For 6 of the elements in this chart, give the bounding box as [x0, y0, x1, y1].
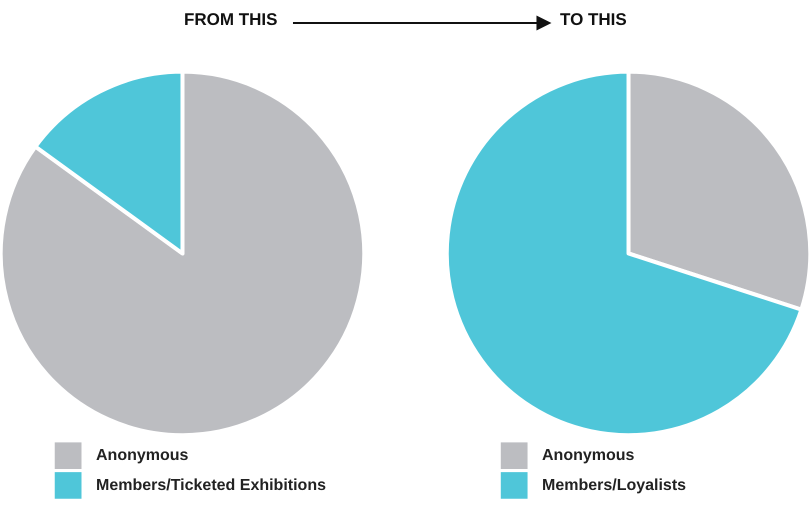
chart-title: FROM THIS	[184, 10, 278, 29]
chart-title: TO THIS	[560, 10, 627, 29]
legend-label: Anonymous	[542, 447, 635, 464]
legend-label: Anonymous	[96, 447, 189, 464]
legend-label: Members/Loyalists	[542, 477, 686, 494]
legend-label: Members/Ticketed Exhibitions	[96, 477, 326, 494]
